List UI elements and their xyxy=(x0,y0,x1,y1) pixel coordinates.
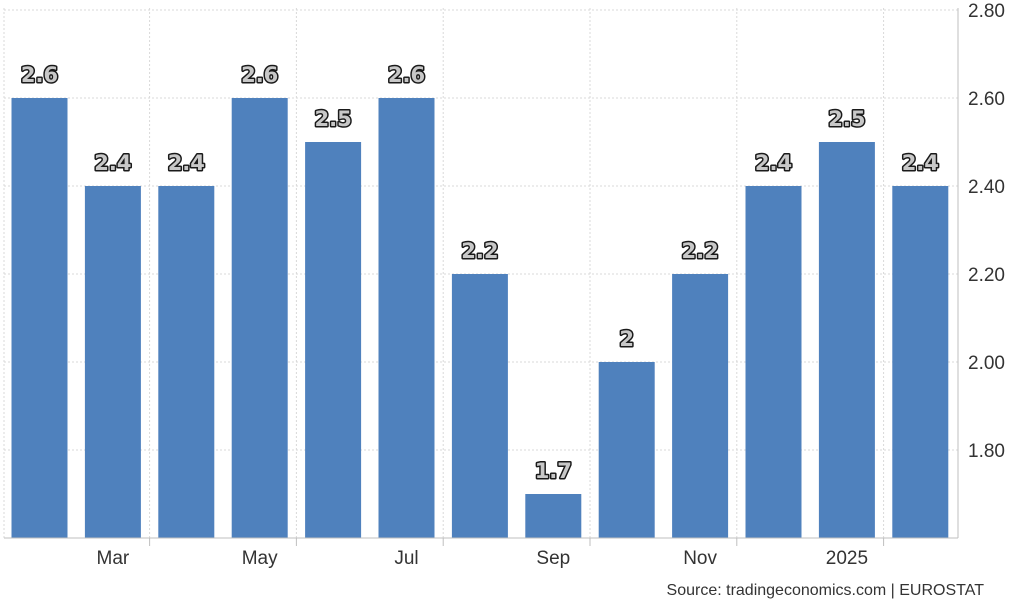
data-label: 2.4 xyxy=(755,151,792,175)
bar xyxy=(672,274,729,538)
bars xyxy=(11,98,949,538)
data-label: 2.6 xyxy=(21,63,58,87)
source-credit: Source: tradingeconomics.com | EUROSTAT xyxy=(666,582,984,599)
x-tick-label: Mar xyxy=(97,548,130,569)
bar xyxy=(231,98,288,538)
data-label: 2.6 xyxy=(241,63,278,87)
x-tick-label: Sep xyxy=(536,548,570,569)
bar xyxy=(525,494,582,538)
y-tick-label: 2.40 xyxy=(968,177,1005,198)
x-tick-label: Jul xyxy=(394,548,418,569)
y-tick-label: 2.00 xyxy=(968,353,1005,374)
y-tick-label: 2.60 xyxy=(968,89,1005,110)
x-axis-tick-labels: Mar May Jul Sep Nov 2025 xyxy=(97,548,869,569)
y-tick-label: 2.20 xyxy=(968,265,1005,286)
bar xyxy=(11,98,68,538)
bar xyxy=(451,274,508,538)
y-tick-label: 2.80 xyxy=(968,1,1005,22)
data-label: 2.5 xyxy=(828,107,865,131)
bar xyxy=(378,98,435,538)
x-tick-label: May xyxy=(242,548,278,569)
bar xyxy=(892,186,949,538)
x-tick-label: Nov xyxy=(683,548,717,569)
bar xyxy=(818,142,875,538)
data-label: 2.6 xyxy=(388,63,425,87)
data-label: 2.4 xyxy=(94,151,131,175)
bar xyxy=(598,362,655,538)
data-labels: 2.6 2.4 2.4 2.6 2.5 2.6 2.2 1.7 2 2.2 2.4 2.5 2.4 xyxy=(19,62,940,485)
bar xyxy=(745,186,802,538)
data-label: 2.2 xyxy=(461,239,498,263)
axes xyxy=(4,8,959,546)
y-tick-label: 1.80 xyxy=(968,441,1005,462)
bar xyxy=(158,186,215,538)
data-label: 1.7 xyxy=(535,459,572,483)
data-label: 2.2 xyxy=(681,239,718,263)
data-label: 2.5 xyxy=(314,107,351,131)
data-label: 2.4 xyxy=(168,151,205,175)
x-tick-label: 2025 xyxy=(826,548,868,569)
y-axis-tick-labels: 1.80 2.00 2.20 2.40 2.60 2.80 xyxy=(968,1,1005,462)
data-label: 2.4 xyxy=(902,151,939,175)
bar xyxy=(84,186,141,538)
bar xyxy=(305,142,362,538)
data-label: 2 xyxy=(619,327,634,351)
